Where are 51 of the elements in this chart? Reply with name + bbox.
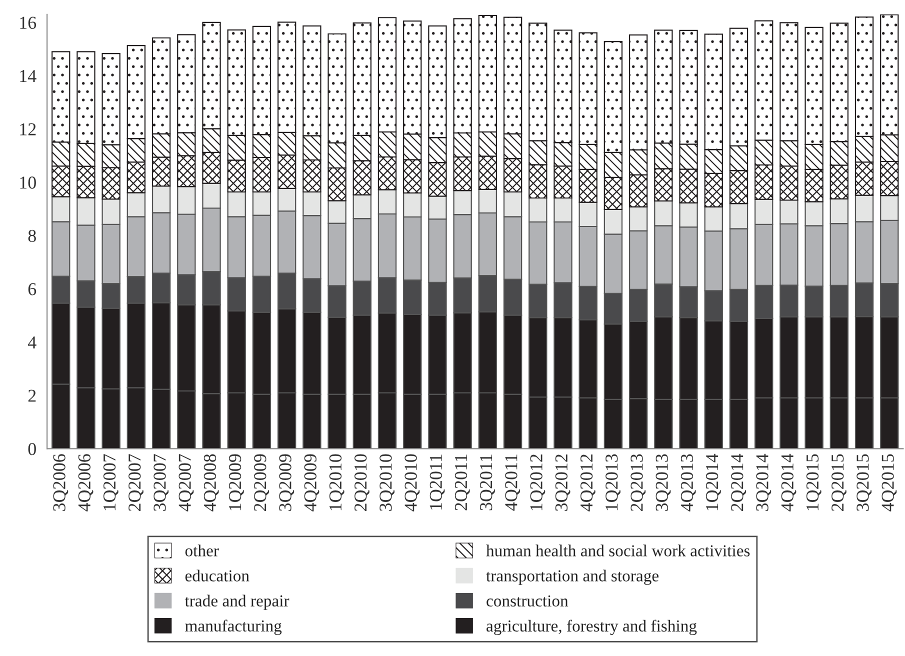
legend-label: other [185, 544, 219, 556]
y-tick-label: 8 [28, 230, 36, 242]
x-tick-label: 2Q2014 [731, 454, 746, 511]
legend-label: trade and repair [184, 594, 290, 610]
x-tick-label: 1Q2012 [530, 454, 546, 510]
y-tick-label: 6 [28, 283, 36, 296]
x-tick-label: 2Q2009 [254, 454, 269, 511]
y-tick-label: 12 [20, 123, 36, 136]
x-tick-label: 3Q2010 [380, 454, 395, 511]
x-tick-label: 4Q2011 [505, 454, 520, 511]
x-tick-label: 4Q2012 [580, 454, 596, 512]
x-tick-label: 1Q2010 [329, 454, 344, 510]
x-tick-label: 3Q2015 [856, 454, 872, 511]
x-tick-label: 1Q2007 [103, 454, 118, 510]
x-tick-label: 3Q2009 [279, 454, 294, 511]
x-tick-label: 3Q2011 [480, 454, 495, 510]
x-tick-label: 1Q2011 [430, 454, 445, 510]
legend-label: human health and social work activities [486, 544, 750, 556]
x-tick-label: 4Q2015 [882, 454, 897, 512]
x-tick-label: 4Q2013 [680, 454, 696, 512]
x-tick-label: 3Q2006 [53, 454, 68, 511]
x-tick-label: 4Q2009 [304, 454, 320, 512]
x-tick-label: 4Q2010 [404, 454, 420, 512]
legend-label: transportation and storage [486, 570, 658, 585]
x-tick-label: 1Q2009 [228, 454, 244, 510]
y-tick-label: 16 [20, 16, 36, 29]
x-tick-label: 4Q2008 [204, 454, 219, 512]
x-tick-label: 2Q2007 [128, 454, 144, 511]
y-tick-label: 2 [28, 390, 36, 402]
y-tick-label: 10 [20, 176, 36, 189]
legend-label: manufacturing [185, 620, 282, 635]
y-tick-label: 14 [20, 70, 36, 82]
x-tick-label: 3Q2007 [154, 454, 169, 511]
x-tick-label: 2Q2013 [630, 454, 646, 511]
legend-label: construction [486, 595, 568, 607]
y-tick-label: 4 [28, 336, 36, 348]
x-tick-label: 2Q2015 [832, 454, 846, 511]
x-tick-label: 1Q2015 [806, 454, 822, 510]
x-tick-label: 4Q2006 [78, 454, 94, 512]
x-tick-label: 1Q2014 [706, 454, 721, 510]
x-tick-label: 2Q2011 [454, 454, 470, 510]
x-tick-label: 3Q2013 [656, 454, 671, 511]
x-tick-label: 3Q2012 [555, 454, 570, 511]
legend-label: education [185, 570, 250, 582]
y-tick-label: 0 [28, 442, 36, 456]
x-tick-label: 4Q2014 [781, 454, 796, 512]
x-tick-label: 2Q2010 [354, 454, 370, 511]
x-tick-label: 1Q2013 [606, 454, 620, 510]
legend-label: agriculture, forestry and fishing [486, 620, 697, 636]
x-tick-label: 3Q2014 [756, 454, 772, 511]
x-tick-label: 4Q2007 [178, 454, 194, 512]
